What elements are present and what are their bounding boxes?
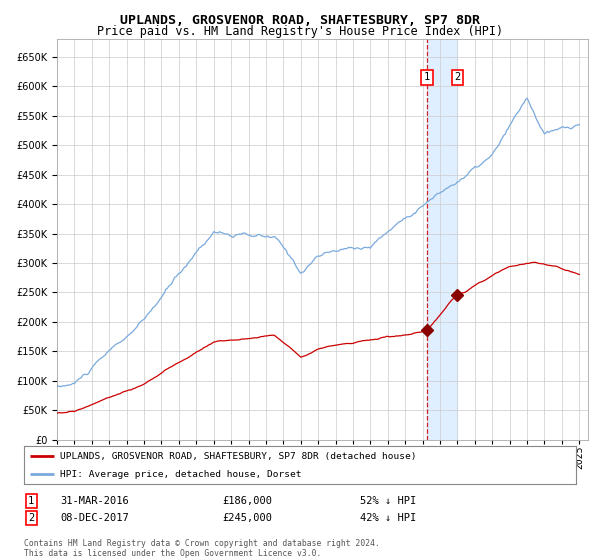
Text: 08-DEC-2017: 08-DEC-2017 (60, 513, 129, 523)
Text: 1: 1 (424, 72, 430, 82)
Text: UPLANDS, GROSVENOR ROAD, SHAFTESBURY, SP7 8DR: UPLANDS, GROSVENOR ROAD, SHAFTESBURY, SP… (120, 14, 480, 27)
Text: 42% ↓ HPI: 42% ↓ HPI (360, 513, 416, 523)
Text: 2: 2 (28, 513, 34, 523)
Text: 31-MAR-2016: 31-MAR-2016 (60, 496, 129, 506)
Text: HPI: Average price, detached house, Dorset: HPI: Average price, detached house, Dors… (60, 470, 301, 479)
Text: Price paid vs. HM Land Registry's House Price Index (HPI): Price paid vs. HM Land Registry's House … (97, 25, 503, 38)
Text: 1: 1 (28, 496, 34, 506)
Text: £186,000: £186,000 (222, 496, 272, 506)
Text: 2: 2 (454, 72, 461, 82)
Text: Contains HM Land Registry data © Crown copyright and database right 2024.
This d: Contains HM Land Registry data © Crown c… (24, 539, 380, 558)
Bar (427, 39, 457, 440)
Text: UPLANDS, GROSVENOR ROAD, SHAFTESBURY, SP7 8DR (detached house): UPLANDS, GROSVENOR ROAD, SHAFTESBURY, SP… (60, 452, 416, 461)
Text: £245,000: £245,000 (222, 513, 272, 523)
Text: 52% ↓ HPI: 52% ↓ HPI (360, 496, 416, 506)
